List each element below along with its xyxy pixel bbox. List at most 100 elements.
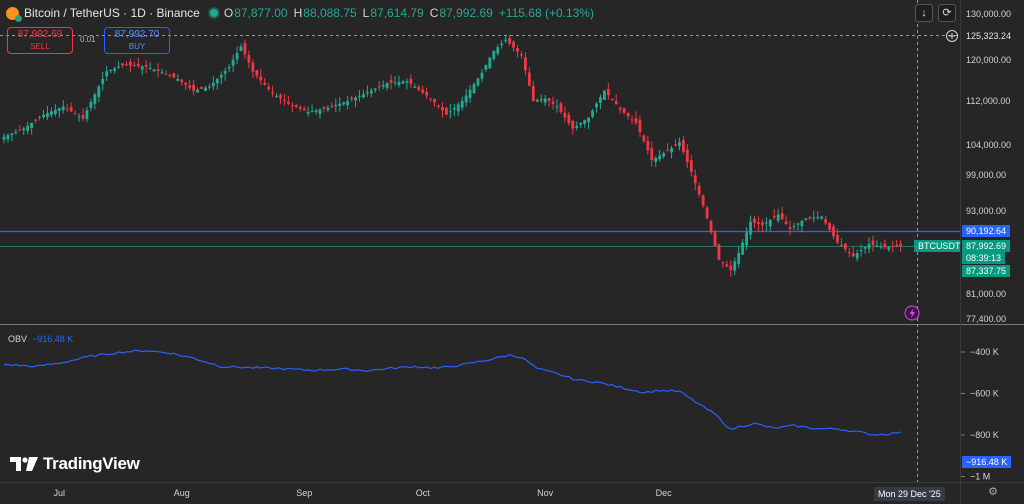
candle[interactable] <box>678 137 681 151</box>
candle[interactable] <box>737 246 741 268</box>
candle[interactable] <box>685 144 689 169</box>
candle[interactable] <box>551 96 555 110</box>
candle[interactable] <box>682 136 685 155</box>
candle[interactable] <box>630 115 634 125</box>
candle[interactable] <box>318 108 322 119</box>
candle[interactable] <box>543 94 547 106</box>
candle[interactable] <box>46 105 49 121</box>
fullscreen-icon[interactable]: ⟳ <box>938 4 956 22</box>
candle[interactable] <box>666 143 669 152</box>
candle[interactable] <box>22 126 26 135</box>
candle[interactable] <box>417 84 421 92</box>
candle[interactable] <box>500 40 504 49</box>
candle[interactable] <box>575 121 579 131</box>
candle[interactable] <box>69 102 73 113</box>
candle[interactable] <box>290 101 294 112</box>
candle[interactable] <box>539 94 543 103</box>
candle[interactable] <box>251 59 255 79</box>
candle[interactable] <box>85 106 89 123</box>
candle[interactable] <box>757 216 760 232</box>
candle[interactable] <box>642 134 646 144</box>
candle[interactable] <box>393 76 397 87</box>
candle[interactable] <box>97 84 101 103</box>
candle[interactable] <box>804 218 808 222</box>
candle[interactable] <box>476 78 480 88</box>
candle[interactable] <box>322 106 326 113</box>
candle[interactable] <box>437 104 440 109</box>
candle[interactable] <box>235 46 239 65</box>
candle[interactable] <box>595 101 598 113</box>
candle[interactable] <box>129 58 132 73</box>
candle[interactable] <box>26 121 30 135</box>
candle[interactable] <box>638 115 642 137</box>
candle[interactable] <box>658 149 662 162</box>
candle[interactable] <box>156 63 160 78</box>
candle[interactable] <box>433 98 436 107</box>
candle[interactable] <box>670 145 673 159</box>
candle[interactable] <box>603 89 606 101</box>
download-icon[interactable]: ↓ <box>915 4 933 22</box>
candle[interactable] <box>567 111 571 126</box>
candle[interactable] <box>800 219 804 233</box>
candle[interactable] <box>160 68 164 74</box>
candle[interactable] <box>152 68 156 72</box>
candle[interactable] <box>840 238 843 247</box>
candle[interactable] <box>587 117 590 130</box>
candle[interactable] <box>34 118 37 124</box>
candle[interactable] <box>622 107 626 115</box>
candle[interactable] <box>330 102 334 108</box>
candle[interactable] <box>211 76 215 91</box>
candle[interactable] <box>464 88 468 107</box>
candle[interactable] <box>875 240 879 248</box>
candle[interactable] <box>298 105 302 112</box>
candle[interactable] <box>753 215 756 229</box>
candle[interactable] <box>626 112 630 120</box>
candle[interactable] <box>50 107 53 118</box>
candle[interactable] <box>488 56 492 70</box>
candle[interactable] <box>729 259 733 277</box>
candle[interactable] <box>448 104 452 119</box>
candle[interactable] <box>559 101 563 115</box>
candle[interactable] <box>302 106 306 111</box>
candle[interactable] <box>208 83 211 90</box>
candle[interactable] <box>883 239 887 250</box>
candle[interactable] <box>579 122 583 129</box>
candle[interactable] <box>338 96 342 112</box>
candle[interactable] <box>828 222 831 232</box>
candle[interactable] <box>326 105 330 112</box>
candle[interactable] <box>563 106 567 123</box>
price-axis[interactable]: 130,000.00 120,000.00 112,000.00 104,000.00… <box>966 9 1011 324</box>
candle[interactable] <box>346 96 350 110</box>
candle[interactable] <box>405 78 409 90</box>
candle[interactable] <box>859 244 863 257</box>
candle[interactable] <box>227 64 231 72</box>
candle[interactable] <box>413 83 417 89</box>
candle[interactable] <box>381 80 385 90</box>
candle[interactable] <box>30 122 34 135</box>
candle[interactable] <box>705 205 709 220</box>
candle[interactable] <box>484 64 488 73</box>
candle[interactable] <box>824 216 827 226</box>
candle[interactable] <box>310 104 314 113</box>
candle[interactable] <box>606 82 610 100</box>
candle[interactable] <box>733 257 737 276</box>
candle[interactable] <box>871 235 875 252</box>
candle[interactable] <box>452 103 456 117</box>
candle[interactable] <box>796 222 800 231</box>
candle[interactable] <box>654 156 658 167</box>
candle[interactable] <box>599 94 602 109</box>
candle[interactable] <box>200 86 203 90</box>
candle[interactable] <box>255 69 259 79</box>
candle[interactable] <box>456 102 460 116</box>
candle[interactable] <box>105 65 109 81</box>
candle[interactable] <box>306 106 310 117</box>
candle[interactable] <box>113 66 116 74</box>
candle[interactable] <box>741 239 745 256</box>
candle[interactable] <box>144 60 148 74</box>
candle[interactable] <box>492 50 496 62</box>
candle[interactable] <box>65 104 69 112</box>
candle[interactable] <box>634 111 638 126</box>
candle[interactable] <box>674 139 677 147</box>
candle[interactable] <box>125 61 128 67</box>
candle[interactable] <box>808 216 812 221</box>
